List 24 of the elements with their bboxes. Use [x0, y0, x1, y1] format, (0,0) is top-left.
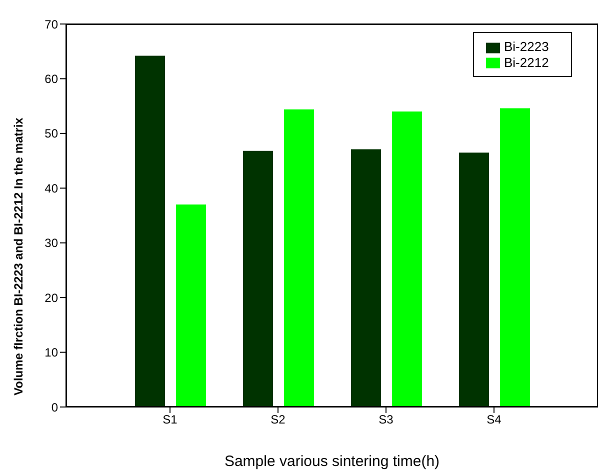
y-tick-label: 0 [51, 400, 58, 414]
y-tick-label: 10 [44, 346, 58, 360]
bar [459, 152, 489, 407]
bar [392, 112, 422, 407]
bar [176, 204, 206, 407]
y-axis-title: Volume fIrction BI-2223 and BI-2212 In the matrix [11, 117, 26, 396]
x-tick-label: S1 [162, 412, 178, 427]
x-tick-label: S2 [270, 412, 286, 427]
y-tick-label: 30 [44, 236, 58, 250]
x-tick-label: S4 [486, 412, 502, 427]
bar [243, 150, 273, 407]
x-tick-label: S3 [378, 412, 394, 427]
bar [351, 149, 381, 407]
x-axis-title: Sample various sintering time(h) [224, 453, 440, 470]
bar [284, 109, 314, 407]
legend-label: Bi-2212 [504, 54, 549, 70]
y-tick-label: 60 [44, 72, 58, 86]
bar [500, 108, 530, 407]
legend-label: Bi-2223 [504, 39, 549, 54]
y-tick-label: 70 [44, 17, 58, 32]
y-tick-label: 40 [44, 181, 58, 196]
y-tick-label: 20 [44, 290, 58, 305]
y-tick-label: 50 [44, 126, 58, 141]
bar [135, 56, 165, 407]
